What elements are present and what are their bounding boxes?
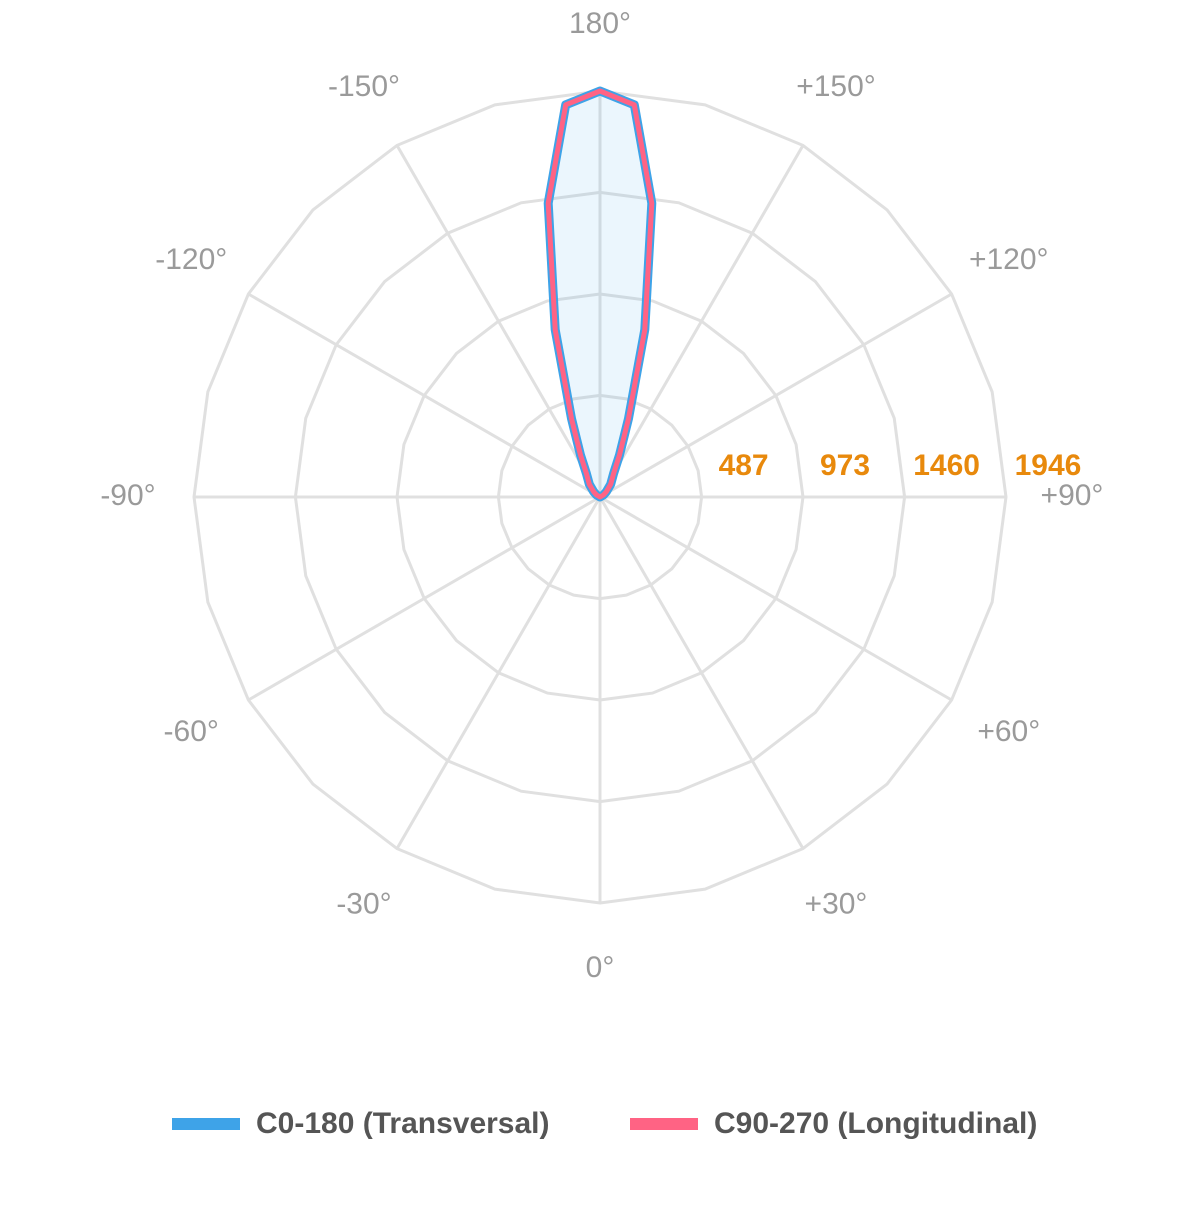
radial-tick-label: 973: [820, 449, 870, 482]
angle-tick-label: +30°: [805, 888, 868, 921]
grid-spoke: [247, 495, 601, 702]
angle-tick-label: -30°: [336, 888, 391, 921]
angle-tick-label: +150°: [796, 70, 876, 103]
angle-tick-label: +120°: [969, 243, 1049, 276]
angle-tick-label: -60°: [164, 715, 219, 748]
grid-spoke: [598, 144, 805, 498]
angle-tick-label: 0°: [586, 951, 615, 984]
radial-tick-label: 1946: [1015, 449, 1082, 482]
grid-spoke: [599, 495, 953, 702]
angle-tick-label: -150°: [328, 70, 400, 103]
angle-tick-label: 180°: [569, 7, 631, 40]
grid-spoke: [598, 496, 805, 850]
angle-tick-label: -90°: [100, 479, 155, 512]
radial-tick-label: 1460: [913, 449, 980, 482]
series-line: [545, 88, 655, 500]
radial-tick-label: 487: [719, 449, 769, 482]
grid-spoke: [599, 292, 953, 499]
grid-spoke: [395, 496, 602, 850]
angle-tick-label: +60°: [977, 715, 1040, 748]
angle-tick-label: -120°: [155, 243, 227, 276]
grid-spoke: [247, 292, 601, 499]
legend-label: C0-180 (Transversal): [256, 1107, 550, 1140]
legend-swatch: [630, 1118, 698, 1130]
grid-spoke: [395, 144, 602, 498]
legend-label: C90-270 (Longitudinal): [714, 1107, 1037, 1140]
legend-swatch: [172, 1118, 240, 1130]
angle-tick-label: +90°: [1041, 479, 1104, 512]
